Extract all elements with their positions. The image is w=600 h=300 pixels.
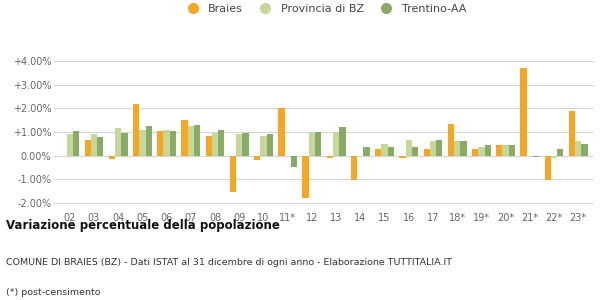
Bar bbox=[206, 136, 212, 156]
Bar bbox=[315, 132, 322, 156]
Bar bbox=[406, 140, 412, 156]
Bar bbox=[351, 156, 357, 181]
Text: Variazione percentuale della popolazione: Variazione percentuale della popolazione bbox=[6, 219, 280, 232]
Bar bbox=[364, 147, 370, 156]
Bar bbox=[502, 145, 509, 156]
Bar bbox=[242, 133, 248, 156]
Bar bbox=[533, 156, 539, 157]
Bar bbox=[67, 134, 73, 156]
Bar bbox=[309, 133, 315, 156]
Bar bbox=[382, 144, 388, 156]
Bar bbox=[478, 147, 485, 156]
Bar bbox=[266, 134, 273, 156]
Bar bbox=[146, 126, 152, 156]
Bar bbox=[430, 142, 436, 156]
Bar bbox=[448, 124, 454, 156]
Bar bbox=[157, 131, 163, 156]
Legend: Braies, Provincia di BZ, Trentino-AA: Braies, Provincia di BZ, Trentino-AA bbox=[178, 0, 470, 17]
Bar bbox=[485, 145, 491, 156]
Bar bbox=[339, 127, 346, 156]
Bar bbox=[454, 142, 460, 156]
Bar bbox=[388, 147, 394, 156]
Bar bbox=[326, 156, 333, 158]
Bar bbox=[472, 148, 478, 156]
Bar bbox=[115, 128, 121, 156]
Bar bbox=[260, 136, 266, 156]
Bar bbox=[496, 145, 502, 156]
Bar bbox=[375, 148, 382, 156]
Bar bbox=[412, 147, 418, 156]
Bar bbox=[569, 111, 575, 156]
Bar bbox=[230, 156, 236, 192]
Bar bbox=[581, 144, 588, 156]
Bar bbox=[188, 126, 194, 156]
Bar bbox=[520, 68, 527, 156]
Bar bbox=[236, 134, 242, 156]
Bar bbox=[121, 133, 128, 156]
Bar bbox=[73, 131, 79, 156]
Bar bbox=[333, 132, 339, 156]
Bar bbox=[400, 156, 406, 158]
Bar bbox=[218, 130, 224, 156]
Bar bbox=[163, 130, 170, 156]
Text: COMUNE DI BRAIES (BZ) - Dati ISTAT al 31 dicembre di ogni anno - Elaborazione TU: COMUNE DI BRAIES (BZ) - Dati ISTAT al 31… bbox=[6, 258, 452, 267]
Bar bbox=[133, 103, 139, 156]
Bar bbox=[212, 133, 218, 156]
Bar bbox=[575, 142, 581, 156]
Bar bbox=[109, 156, 115, 159]
Bar bbox=[181, 120, 188, 156]
Bar bbox=[436, 140, 442, 156]
Bar bbox=[97, 137, 103, 156]
Bar bbox=[170, 131, 176, 156]
Bar bbox=[85, 140, 91, 156]
Bar bbox=[254, 156, 260, 161]
Bar bbox=[194, 125, 200, 156]
Bar bbox=[91, 134, 97, 156]
Text: (*) post-censimento: (*) post-censimento bbox=[6, 288, 101, 297]
Bar bbox=[557, 148, 563, 156]
Bar bbox=[545, 156, 551, 181]
Bar bbox=[278, 108, 284, 156]
Bar bbox=[551, 156, 557, 158]
Bar bbox=[509, 145, 515, 156]
Bar bbox=[424, 148, 430, 156]
Bar bbox=[302, 156, 309, 198]
Bar bbox=[460, 142, 467, 156]
Bar bbox=[291, 156, 297, 167]
Bar bbox=[139, 130, 146, 156]
